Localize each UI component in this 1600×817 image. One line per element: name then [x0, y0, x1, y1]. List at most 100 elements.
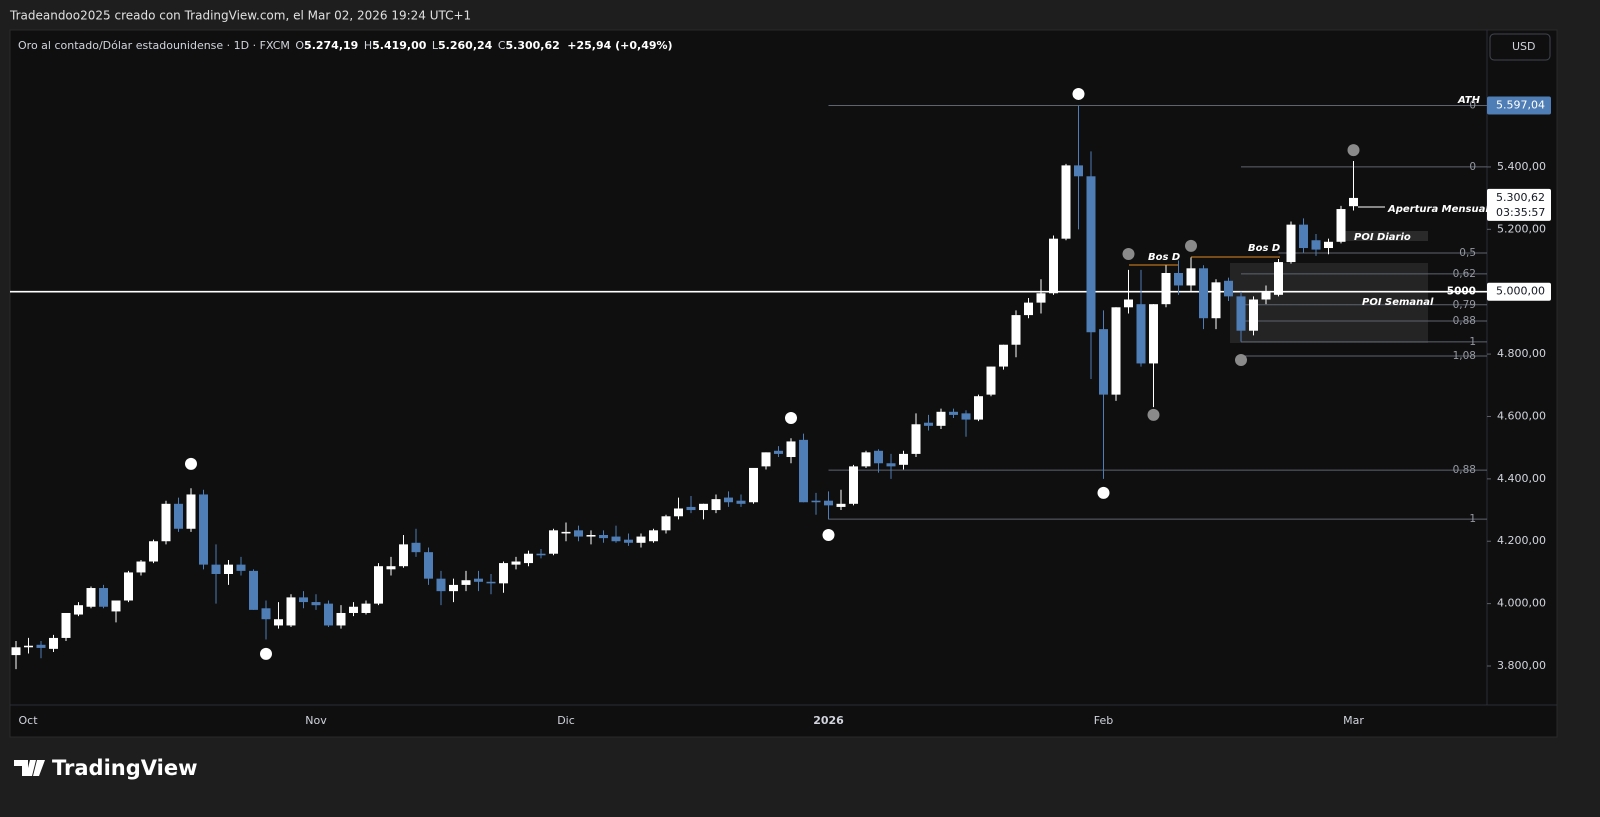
bos-label: Bos D: [1248, 243, 1280, 254]
x-tick-label: Dic: [557, 714, 575, 727]
candle-body: [1011, 315, 1021, 345]
level-label: 1: [1469, 513, 1476, 525]
level-label: 0,79: [1453, 299, 1476, 311]
candle-body: [586, 535, 596, 537]
x-tick-label: Feb: [1094, 714, 1113, 727]
poi-semanal-label: POI Semanal: [1362, 297, 1434, 308]
legend-value: 5.260,24: [438, 39, 493, 52]
level-label: 1,08: [1453, 350, 1476, 362]
candle-body: [561, 531, 571, 534]
currency-button[interactable]: [1489, 33, 1551, 61]
swing-marker: [1147, 408, 1160, 421]
candle-body: [236, 564, 246, 571]
poi-semanal-box: [1230, 263, 1428, 343]
swing-marker: [1347, 144, 1360, 157]
y-tick-label: 5.400,00: [1497, 160, 1546, 173]
candle-body: [924, 422, 933, 426]
candle-body: [674, 508, 683, 517]
candle-body: [1111, 307, 1121, 395]
legend-value: 5.274,19: [304, 39, 358, 52]
y-tick-label: 4.000,00: [1497, 597, 1546, 610]
candle-body: [461, 580, 471, 585]
candle-body: [424, 552, 433, 579]
y-tick-label: 3.800,00: [1497, 659, 1546, 672]
price-label: 5.300,62: [1496, 191, 1545, 204]
legend: Oro al contado/Dólar estadounidense · 1D…: [18, 39, 673, 52]
candle-body: [1286, 224, 1296, 263]
y-tick-label: 4.200,00: [1497, 534, 1546, 547]
swing-marker: [1185, 239, 1197, 252]
candle-body: [1024, 302, 1033, 316]
swing-marker: [1097, 486, 1110, 499]
candle-body: [536, 553, 546, 556]
candle-body: [1274, 262, 1283, 295]
candle-body: [111, 600, 121, 612]
candle-body: [499, 563, 508, 584]
candle-body: [1224, 280, 1233, 297]
candle-body: [1061, 165, 1071, 239]
logo-text: TradingView: [52, 756, 197, 780]
candle-body: [786, 441, 796, 458]
legend-value: 5.300,62: [506, 39, 560, 52]
candle-body: [11, 647, 21, 656]
candle-body: [849, 466, 858, 504]
candle-body: [649, 530, 658, 542]
candle-body: [149, 541, 158, 562]
plot: [10, 104, 1487, 520]
countdown: 03:35:57: [1496, 206, 1545, 219]
candle-body: [774, 450, 783, 454]
x-tick-label: Nov: [305, 714, 327, 727]
legend-key: H: [364, 39, 372, 52]
x-tick-label: Oct: [18, 714, 38, 727]
swing-marker: [185, 457, 197, 470]
y-tick-label: 5.200,00: [1497, 222, 1546, 235]
candle-body: [1149, 304, 1158, 364]
candle-body: [1036, 293, 1046, 303]
level-label: 1: [1469, 336, 1476, 348]
candle-body: [24, 645, 33, 648]
candle-body: [611, 536, 621, 542]
price-label-box: [1487, 96, 1551, 115]
candle-body: [311, 602, 321, 606]
price-label-box: [1487, 282, 1551, 301]
candle-body: [1049, 238, 1058, 294]
candle-body: [1074, 165, 1083, 177]
candle-body: [249, 570, 258, 610]
candle-body: [749, 467, 758, 503]
price-label: 5.000,00: [1496, 285, 1545, 298]
candle-body: [124, 572, 133, 601]
candle-body: [799, 439, 808, 503]
candle-body: [686, 506, 696, 511]
candle-body: [936, 411, 946, 426]
candle-body: [661, 516, 671, 531]
candle-body: [1161, 272, 1171, 305]
level-label: 0: [1469, 99, 1476, 111]
legend-value: 5.419,00: [372, 39, 427, 52]
candle-body: [374, 566, 383, 604]
candle-body: [74, 605, 83, 615]
candle-body: [511, 561, 521, 565]
swing-marker: [1122, 247, 1135, 260]
candle-body: [349, 606, 358, 613]
level-label: 0,62: [1453, 268, 1476, 280]
level-label: 0,88: [1453, 464, 1476, 476]
candle-body: [961, 413, 971, 420]
y-tick-label: 4.600,00: [1497, 409, 1546, 422]
candle-body: [1186, 268, 1196, 286]
candle-body: [1349, 197, 1358, 207]
candle-body: [974, 396, 983, 420]
swing-marker: [1072, 87, 1085, 100]
bos-label: Bos D: [1148, 252, 1180, 263]
candle-body: [361, 603, 371, 613]
candle-body: [1199, 268, 1208, 319]
level-label: 0,5: [1459, 247, 1476, 259]
candle-body: [49, 637, 58, 649]
currency[interactable]: USD: [1512, 40, 1536, 53]
candle-body: [136, 561, 146, 573]
candle-body: [486, 581, 496, 584]
level-label: 5000: [1447, 286, 1476, 298]
candle-body: [999, 344, 1008, 367]
y-tick-label: 4.800,00: [1497, 347, 1546, 360]
logo-icon: [14, 760, 45, 776]
